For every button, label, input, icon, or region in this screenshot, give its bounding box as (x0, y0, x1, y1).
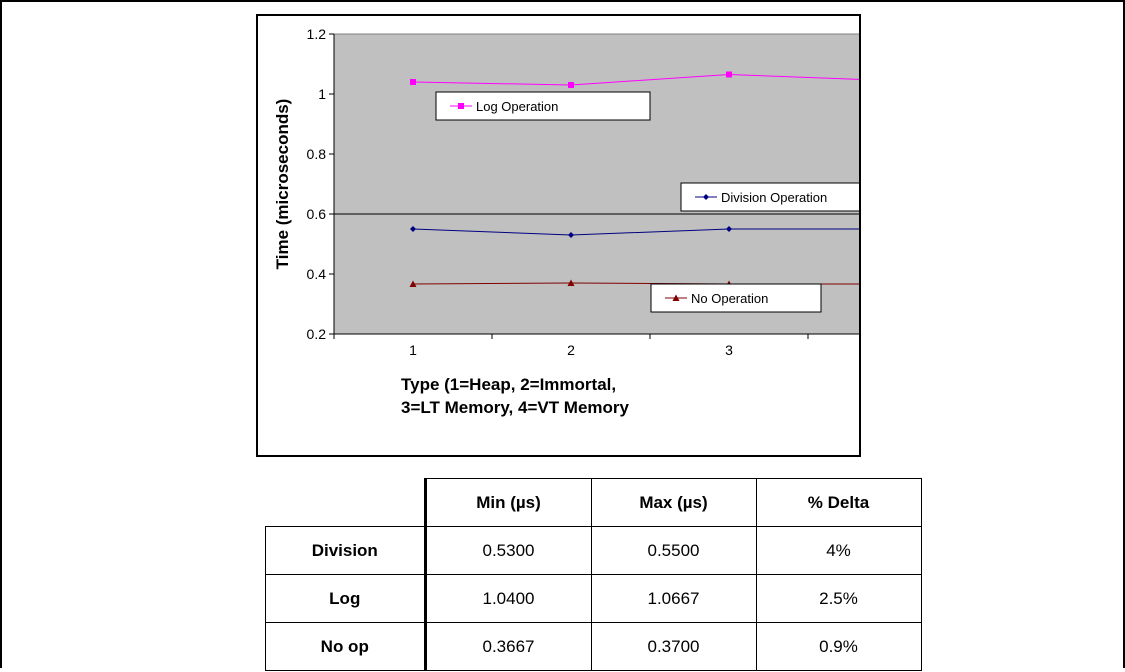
table-cell: 0.5300 (423, 526, 592, 575)
table-cell: 0.3667 (423, 622, 592, 671)
data-point-diamond (726, 226, 732, 232)
legend-marker-square (458, 103, 464, 109)
row-label-no-op: No op (265, 622, 426, 671)
table-cell: 0.5500 (590, 526, 757, 575)
x-tick-label: 2 (567, 342, 575, 358)
y-axis-title: Time (microseconds) (273, 99, 292, 270)
y-tick-label: 1.2 (307, 26, 327, 42)
line-chart: 0.20.40.60.811.21234Time (microseconds)T… (273, 26, 859, 417)
data-point-triangle (567, 279, 575, 286)
legend-box (680, 182, 859, 212)
data-point-diamond (410, 226, 416, 232)
y-tick-label: 1 (318, 86, 326, 102)
legend-marker-triangle (672, 294, 680, 301)
series-line (412, 73, 859, 86)
y-tick-label: 0.2 (307, 326, 327, 342)
data-point-triangle (409, 280, 417, 287)
y-tick-label: 0.4 (307, 266, 327, 282)
page-top-border (0, 0, 1125, 2)
legend-marker-diamond (703, 194, 709, 200)
x-axis-title-line: Type (1=Heap, 2=Immortal, (401, 375, 616, 394)
table-corner-cell (265, 478, 426, 527)
legend-label: Division Operation (721, 190, 827, 205)
data-point-square (726, 71, 732, 78)
table-cell: 1.0400 (423, 574, 592, 623)
table-cell: 0.3700 (590, 622, 757, 671)
x-tick-label: 1 (409, 342, 417, 358)
data-point-square (410, 79, 416, 85)
legend-label: No Operation (691, 291, 768, 306)
table-row: Log 1.0400 1.0667 2.5% (265, 574, 922, 623)
table-header-delta: % Delta (755, 478, 922, 527)
series-line (412, 228, 859, 236)
y-tick-label: 0.8 (307, 146, 327, 162)
table-cell: 4% (755, 526, 922, 575)
table-header-min: Min (µs) (423, 478, 592, 527)
legend-label: Log Operation (476, 99, 558, 114)
table-header-row: Min (µs) Max (µs) % Delta (265, 478, 922, 527)
chart-container: 0.20.40.60.811.21234Time (microseconds)T… (256, 14, 861, 457)
table-row: Division 0.5300 0.5500 4% (265, 526, 922, 575)
x-axis-title-line: 3=LT Memory, 4=VT Memory (401, 398, 630, 417)
y-tick-label: 0.6 (307, 206, 327, 222)
data-point-square (568, 82, 574, 88)
data-point-diamond (568, 232, 574, 238)
table-cell: 0.9% (755, 622, 922, 671)
table-row: No op 0.3667 0.3700 0.9% (265, 622, 922, 671)
x-tick-label: 3 (725, 342, 733, 358)
table-cell: 1.0667 (590, 574, 757, 623)
stats-table: Min (µs) Max (µs) % Delta Division 0.530… (265, 478, 922, 671)
row-label-log: Log (265, 574, 426, 623)
row-label-division: Division (265, 526, 426, 575)
table-cell: 2.5% (755, 574, 922, 623)
table-header-max: Max (µs) (590, 478, 757, 527)
